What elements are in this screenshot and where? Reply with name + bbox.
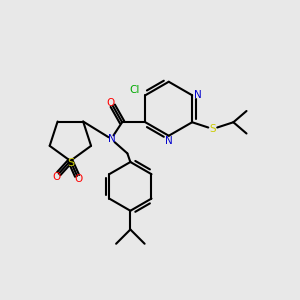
Text: N: N <box>194 90 202 100</box>
Text: O: O <box>52 172 60 182</box>
Text: N: N <box>108 134 116 144</box>
Text: S: S <box>209 124 216 134</box>
Text: S: S <box>67 158 74 168</box>
Text: N: N <box>165 136 172 146</box>
Text: O: O <box>107 98 115 108</box>
Text: O: O <box>74 174 83 184</box>
Text: Cl: Cl <box>130 85 140 94</box>
